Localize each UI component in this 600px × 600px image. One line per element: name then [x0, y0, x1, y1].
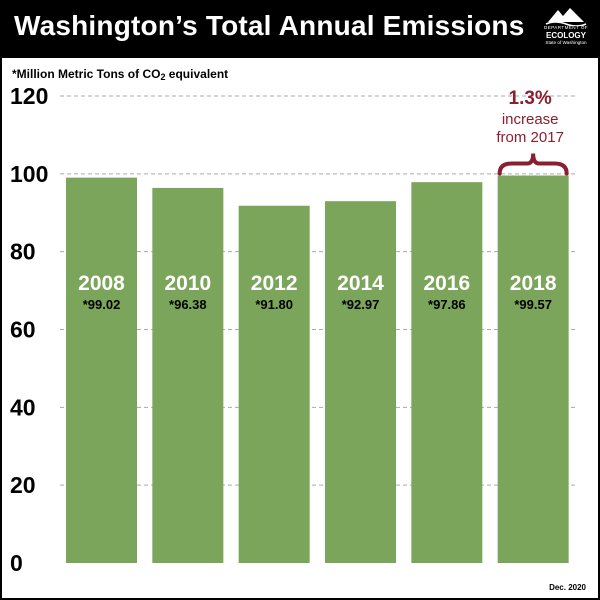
- annotation-percent: 1.3%: [509, 88, 552, 109]
- annotation-brace: [497, 153, 569, 176]
- y-tick-label: 0: [10, 550, 23, 576]
- chart-title: Washington’s Total Annual Emissions: [14, 10, 525, 41]
- annotation-line-increase: increase: [502, 111, 559, 128]
- bar-value-label: *99.02: [83, 297, 121, 312]
- bar-value-label: *92.97: [342, 297, 380, 312]
- y-tick-label: 80: [10, 239, 36, 265]
- y-tick-label: 40: [10, 394, 36, 420]
- units-label-prefix: *Million Metric Tons of CO: [12, 67, 161, 81]
- bar: [411, 182, 483, 563]
- bar-year-label: 2012: [251, 272, 298, 295]
- header-bar: Washington’s Total Annual Emissions DEPA…: [0, 0, 600, 58]
- bar-value-label: *96.38: [169, 297, 207, 312]
- y-tick-label: 20: [10, 472, 36, 498]
- bar: [325, 201, 396, 563]
- bar-value-label: *91.80: [255, 297, 293, 312]
- bar-value-label: *99.57: [514, 297, 552, 312]
- bar-year-label: 2010: [164, 272, 211, 295]
- bar: [497, 175, 569, 563]
- logo-text-state: State of Washington: [545, 40, 587, 45]
- bar: [152, 187, 224, 563]
- y-tick-label: 60: [10, 317, 36, 343]
- units-label-subscript: 2: [160, 72, 166, 82]
- y-tick-label: 100: [10, 161, 48, 187]
- bar: [66, 177, 137, 564]
- logo-text-ecology: ECOLOGY: [545, 31, 586, 40]
- units-label-suffix: equivalent: [165, 67, 229, 81]
- bar-year-label: 2008: [78, 272, 125, 295]
- bar-year-label: 2014: [337, 272, 384, 295]
- logo-text-department: DEPARTMENT OF: [544, 25, 588, 30]
- bar-year-label: 2018: [510, 272, 557, 295]
- units-label: *Million Metric Tons of CO2 equivalent: [12, 67, 228, 82]
- ecology-logo: DEPARTMENT OF ECOLOGY State of Washingto…: [540, 6, 592, 52]
- date-footnote: Dec. 2020: [549, 583, 586, 592]
- y-tick-label: 120: [10, 83, 48, 109]
- annotation-line-from: from 2017: [496, 129, 564, 146]
- bar-year-label: 2016: [423, 272, 470, 295]
- logo-mountain-icon: [544, 6, 588, 26]
- bar: [238, 205, 310, 563]
- bar-value-label: *97.86: [428, 297, 466, 312]
